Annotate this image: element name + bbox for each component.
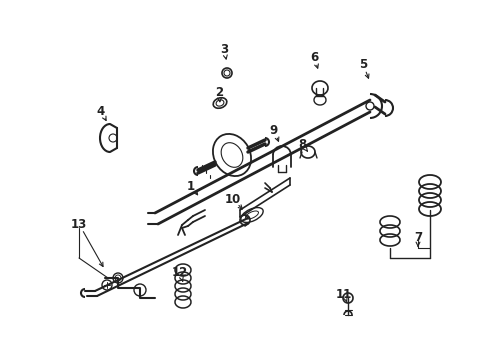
- Text: 5: 5: [358, 58, 366, 71]
- Text: 3: 3: [220, 42, 227, 55]
- Text: 12: 12: [171, 266, 188, 279]
- Text: 13: 13: [71, 217, 87, 230]
- Text: 10: 10: [224, 193, 241, 206]
- Text: 8: 8: [297, 138, 305, 150]
- Text: 2: 2: [215, 86, 223, 99]
- Text: 4: 4: [97, 104, 105, 117]
- Text: 6: 6: [309, 50, 318, 63]
- Text: 7: 7: [413, 230, 421, 243]
- Text: 11: 11: [335, 288, 351, 301]
- Text: 9: 9: [269, 123, 278, 136]
- Text: 1: 1: [186, 180, 195, 193]
